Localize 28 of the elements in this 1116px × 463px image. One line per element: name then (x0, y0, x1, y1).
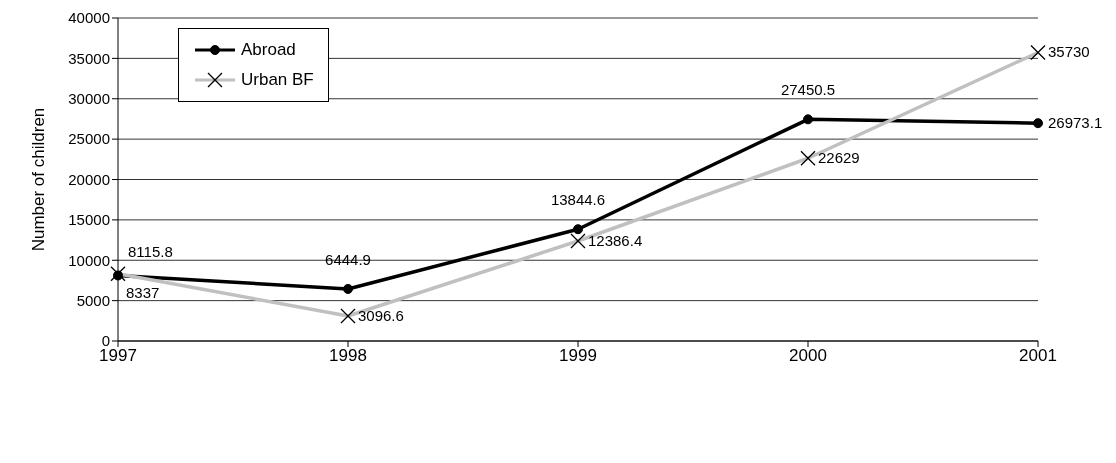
data-label: 27450.5 (780, 81, 836, 99)
y-tick-label: 10000 (68, 251, 110, 269)
y-tick-label: 35000 (68, 49, 110, 67)
data-label: 35730 (1048, 43, 1090, 61)
point (803, 114, 813, 125)
legend-label: Abroad (241, 40, 296, 60)
data-label: 8115.8 (128, 243, 173, 261)
data-label: 12386.4 (588, 231, 643, 249)
point (1033, 118, 1043, 129)
point (573, 224, 583, 235)
data-label: 22629 (818, 149, 860, 167)
data-label: 26973.1 (1048, 114, 1103, 132)
point (343, 283, 353, 294)
legend-label: Urban BF (241, 70, 314, 90)
y-tick-label: 20000 (68, 170, 110, 188)
y-tick-label: 40000 (68, 9, 110, 27)
y-axis-title: Number of children (29, 107, 49, 252)
data-label: 3096.6 (358, 306, 404, 324)
x-tick-label: 2001 (1019, 346, 1057, 366)
x-tick-label: 1998 (329, 346, 367, 366)
y-tick-label: 15000 (68, 211, 110, 229)
y-tick-label: 5000 (76, 291, 110, 309)
y-tick-label: 25000 (68, 130, 110, 148)
x-tick-label: 1999 (559, 346, 597, 366)
x-tick-label: 2000 (789, 346, 827, 366)
y-tick-label: 30000 (68, 90, 110, 108)
data-label: 8337 (126, 283, 160, 301)
data-label: 13844.6 (550, 191, 606, 209)
